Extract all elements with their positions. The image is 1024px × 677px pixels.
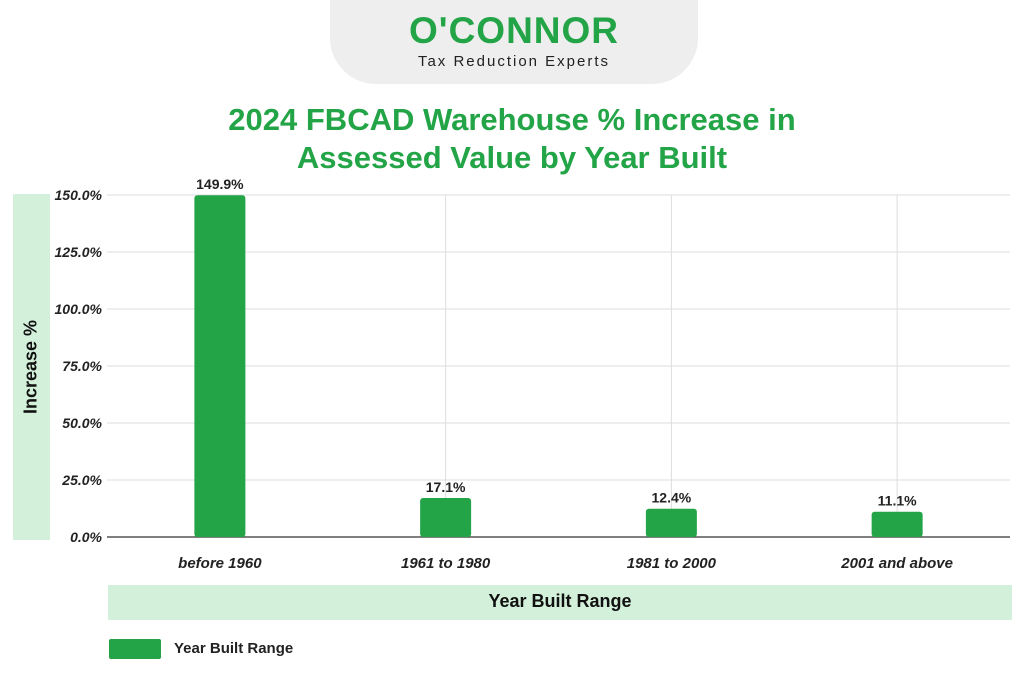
y-tick-label: 100.0% [55, 301, 103, 317]
bars [194, 195, 923, 537]
y-tick-labels: 0.0% 25.0% 50.0% 75.0% 100.0% 125.0% 150.0% [55, 187, 103, 545]
chart-title-line-1: 2024 FBCAD Warehouse % Increase in [228, 102, 796, 137]
chart-plot: 0.0% 25.0% 50.0% 75.0% 100.0% 125.0% 150.0% 14… [55, 176, 1010, 572]
x-axis-label: Year Built Range [488, 591, 632, 611]
y-axis-label-band [13, 194, 50, 540]
x-tick-label: 1961 to 1980 [401, 555, 491, 572]
x-tick-label: 1981 to 2000 [627, 555, 717, 572]
data-label: 11.1% [878, 493, 917, 509]
legend-swatch [109, 639, 161, 659]
x-tick-label: 2001 and above [840, 555, 953, 572]
y-tick-label: 125.0% [55, 244, 103, 260]
bar [194, 195, 246, 537]
legend-label: Year Built Range [174, 640, 294, 657]
data-labels: 149.9% 17.1% 12.4% 11.1% [196, 176, 917, 508]
y-tick-label: 0.0% [70, 529, 102, 545]
y-tick-label: 50.0% [62, 415, 102, 431]
data-label: 17.1% [426, 479, 466, 495]
bar [871, 511, 923, 537]
brand-tagline: Tax Reduction Experts [417, 53, 611, 70]
x-tick-labels: before 1960 1961 to 1980 1981 to 2000 2001 … [178, 555, 953, 572]
chart-title: 2024 FBCAD Warehouse % Increase in Asses… [112, 101, 912, 177]
y-tick-label: 150.0% [55, 187, 103, 203]
y-tick-label: 75.0% [62, 358, 102, 374]
x-axis-label-band [108, 585, 1012, 620]
bar [645, 508, 697, 537]
brand-wordmark: O'CONNOR [408, 10, 620, 51]
data-label: 12.4% [652, 490, 692, 506]
chart-title-line-2: Assessed Value by Year Built [296, 140, 728, 175]
data-label: 149.9% [196, 176, 244, 192]
brand-logo: O'CONNOR Tax Reduction Experts [330, 0, 698, 84]
x-tick-label: before 1960 [178, 555, 262, 572]
y-tick-label: 25.0% [61, 472, 102, 488]
bar [420, 498, 472, 537]
